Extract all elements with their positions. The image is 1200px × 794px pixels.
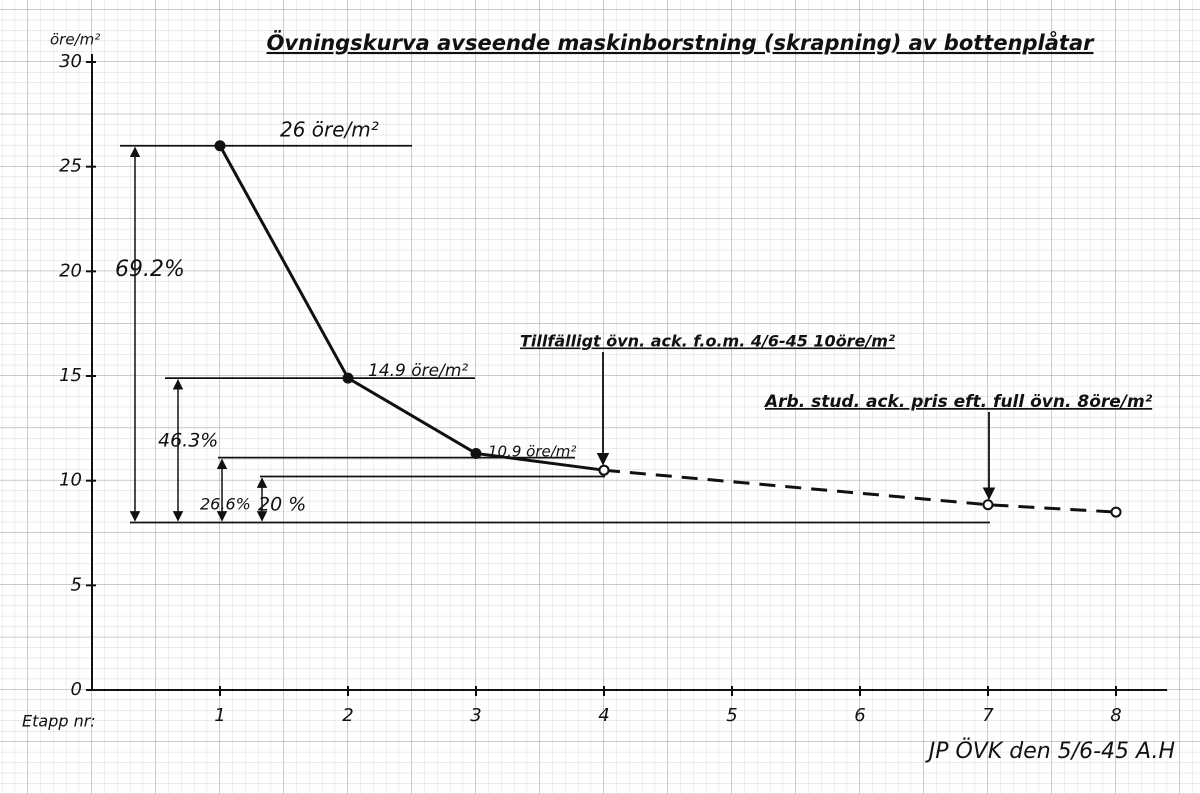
- x-axis-label: Etapp nr:: [22, 712, 96, 731]
- annotation: Tillfälligt övn. ack. f.o.m. 4/6-45 10ör…: [520, 332, 895, 351]
- y-tick-label: 15: [59, 365, 82, 386]
- point: [342, 372, 354, 384]
- annotation: 69.2%: [115, 257, 185, 282]
- y-tick-label: 10: [59, 470, 82, 491]
- point: [598, 464, 610, 476]
- annotation: 26 öre/m²: [280, 118, 379, 142]
- x-tick-label: 8: [1110, 705, 1121, 726]
- annotation: 46.3%: [158, 430, 218, 452]
- y-tick-label: 0: [71, 679, 82, 700]
- x-tick-label: 1: [214, 705, 225, 726]
- x-tick-label: 6: [854, 705, 865, 726]
- point: [470, 447, 482, 459]
- x-tick-label: 5: [726, 705, 737, 726]
- x-tick-label: 3: [470, 705, 481, 726]
- series-line: [603, 468, 1117, 514]
- y-tick-label: 5: [71, 574, 82, 595]
- annotation: 10.9 öre/m²: [488, 443, 576, 461]
- x-tick-label: 2: [342, 705, 353, 726]
- annotation: 14.9 öre/m²: [368, 361, 468, 381]
- y-tick-label: 25: [59, 156, 82, 177]
- annotation: Arb. stud. ack. pris eft. full övn. 8öre…: [763, 392, 1153, 412]
- chart-title: Övningskurva avseende maskinborstning (s…: [267, 30, 1096, 55]
- point: [214, 140, 226, 152]
- point: [982, 499, 994, 511]
- y-tick-label: 30: [59, 51, 82, 72]
- annotation: JP ÖVK den 5/6-45 A.H: [925, 738, 1175, 764]
- annotation: 26.6%: [200, 495, 251, 514]
- series-line: [218, 145, 605, 472]
- point: [1110, 506, 1122, 518]
- y-tick-label: 20: [59, 260, 82, 281]
- x-tick-label: 4: [598, 705, 609, 726]
- y-axis-label: öre/m²: [50, 31, 100, 49]
- x-tick-label: 7: [982, 705, 994, 726]
- annotation: 20 %: [258, 494, 306, 516]
